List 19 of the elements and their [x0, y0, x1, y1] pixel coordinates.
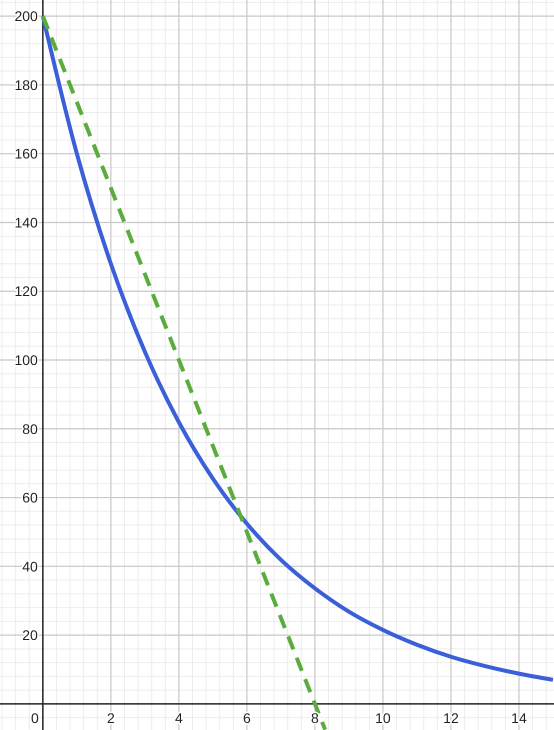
- y-tick-label: 20: [22, 627, 38, 644]
- x-tick-label: 4: [174, 710, 183, 726]
- y-tick-label: 100: [14, 352, 38, 368]
- y-tick-label: 160: [14, 146, 38, 162]
- y-tick-label: 200: [14, 8, 38, 24]
- y-tick-label: 120: [14, 283, 38, 300]
- x-tick-label: 12: [443, 710, 459, 726]
- y-tick-label: 60: [22, 490, 38, 506]
- x-tick-label: 2: [106, 710, 115, 726]
- y-tick-label: 80: [22, 420, 38, 437]
- x-tick-label: 14: [511, 710, 527, 726]
- x-tick-label: 10: [375, 710, 391, 726]
- y-tick-label: 180: [14, 76, 38, 93]
- y-tick-label: 140: [14, 214, 38, 230]
- x-tick-label: 8: [311, 710, 320, 726]
- x-tick-label: 6: [243, 710, 252, 726]
- y-tick-label: 40: [22, 558, 38, 574]
- line-series: [40, 14, 554, 682]
- x-tick-label: 0: [30, 710, 39, 726]
